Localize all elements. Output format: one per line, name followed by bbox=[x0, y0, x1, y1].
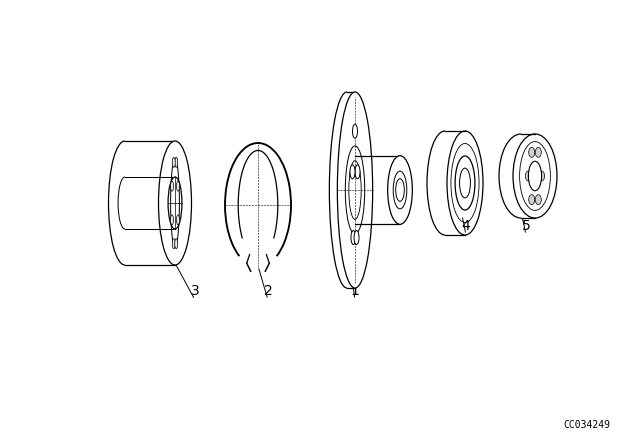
Ellipse shape bbox=[350, 165, 355, 179]
Ellipse shape bbox=[529, 194, 534, 205]
Ellipse shape bbox=[535, 194, 541, 205]
Ellipse shape bbox=[177, 215, 179, 225]
Ellipse shape bbox=[529, 161, 541, 191]
Ellipse shape bbox=[354, 231, 359, 245]
Ellipse shape bbox=[351, 231, 356, 245]
Ellipse shape bbox=[525, 171, 531, 181]
Text: 2: 2 bbox=[264, 284, 273, 298]
Ellipse shape bbox=[337, 92, 372, 288]
Ellipse shape bbox=[159, 141, 191, 265]
Ellipse shape bbox=[172, 239, 175, 249]
Ellipse shape bbox=[353, 124, 358, 138]
Ellipse shape bbox=[529, 147, 534, 157]
Ellipse shape bbox=[513, 134, 557, 218]
Ellipse shape bbox=[388, 156, 412, 224]
Ellipse shape bbox=[447, 131, 483, 235]
Ellipse shape bbox=[168, 177, 182, 229]
Ellipse shape bbox=[460, 168, 470, 198]
Text: 5: 5 bbox=[522, 219, 531, 233]
Text: 3: 3 bbox=[191, 284, 200, 298]
Ellipse shape bbox=[455, 156, 475, 210]
Ellipse shape bbox=[170, 181, 173, 191]
Ellipse shape bbox=[393, 171, 407, 209]
Ellipse shape bbox=[175, 157, 178, 168]
Text: 4: 4 bbox=[461, 219, 470, 233]
Ellipse shape bbox=[170, 215, 173, 225]
Ellipse shape bbox=[172, 157, 175, 168]
Ellipse shape bbox=[539, 171, 545, 181]
Ellipse shape bbox=[177, 181, 179, 191]
Text: 1: 1 bbox=[351, 284, 360, 298]
Ellipse shape bbox=[535, 147, 541, 157]
Text: CC034249: CC034249 bbox=[563, 420, 610, 430]
Ellipse shape bbox=[355, 165, 360, 179]
Ellipse shape bbox=[175, 239, 178, 249]
